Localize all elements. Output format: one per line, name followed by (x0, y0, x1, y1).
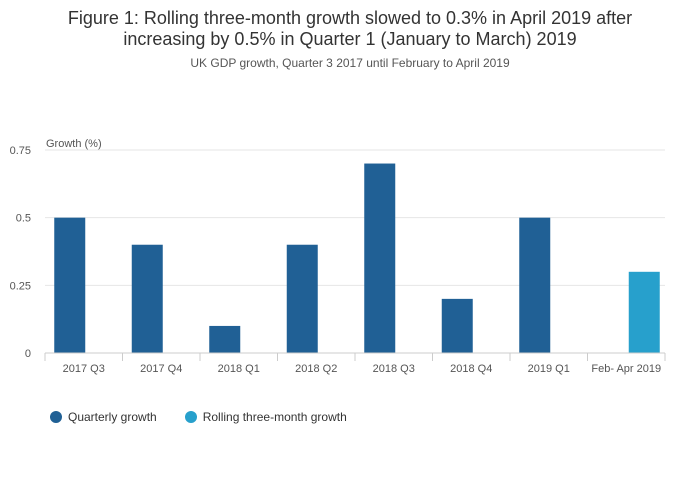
bar-rolling-growth (628, 271, 660, 353)
x-tick-label: 2017 Q4 (140, 363, 182, 375)
x-tick-label: 2017 Q3 (63, 363, 105, 375)
bar-quarterly-growth (364, 163, 396, 353)
x-tick-label: 2019 Q1 (528, 363, 570, 375)
bar-quarterly-growth (286, 244, 318, 353)
x-tick-label: 2018 Q2 (295, 363, 337, 375)
legend-label: Rolling three-month growth (202, 410, 347, 424)
y-tick-label: 0.5 (16, 213, 31, 225)
legend-item[interactable]: Quarterly growth (50, 410, 157, 424)
bars (54, 163, 660, 353)
bar-quarterly-growth (131, 244, 163, 353)
y-tick-label: 0.25 (10, 280, 31, 292)
x-tick-label: 2018 Q3 (373, 363, 415, 375)
chart-legend: Quarterly growth Rolling three-month grow… (50, 408, 375, 426)
bar-quarterly-growth (441, 298, 473, 353)
bar-quarterly-growth (209, 325, 241, 353)
axes: 0 0.25 0.5 0.75 Growth (%) 2017 Q3 2017 Q4 2018… (10, 138, 666, 375)
x-tick-label: 2018 Q1 (218, 363, 260, 375)
chart-subtitle: UK GDP growth, Quarter 3 2017 until Febr… (190, 56, 510, 70)
legend-item[interactable]: Rolling three-month growth (184, 410, 347, 424)
legend-marker-icon (50, 411, 62, 423)
legend-label: Quarterly growth (68, 410, 157, 424)
bar-quarterly-growth (54, 217, 86, 353)
y-tick-label: 0 (25, 348, 31, 360)
y-tick-label: 0.75 (10, 145, 31, 157)
bar-quarterly-growth (519, 217, 551, 353)
chart-title: Figure 1: Rolling three-month growth slo… (67, 8, 633, 49)
legend-marker-icon (184, 411, 197, 423)
x-tick-label: 2018 Q4 (450, 363, 492, 375)
y-axis-label: Growth (%) (46, 138, 102, 150)
x-tick-label: Feb- Apr 2019 (591, 363, 661, 375)
